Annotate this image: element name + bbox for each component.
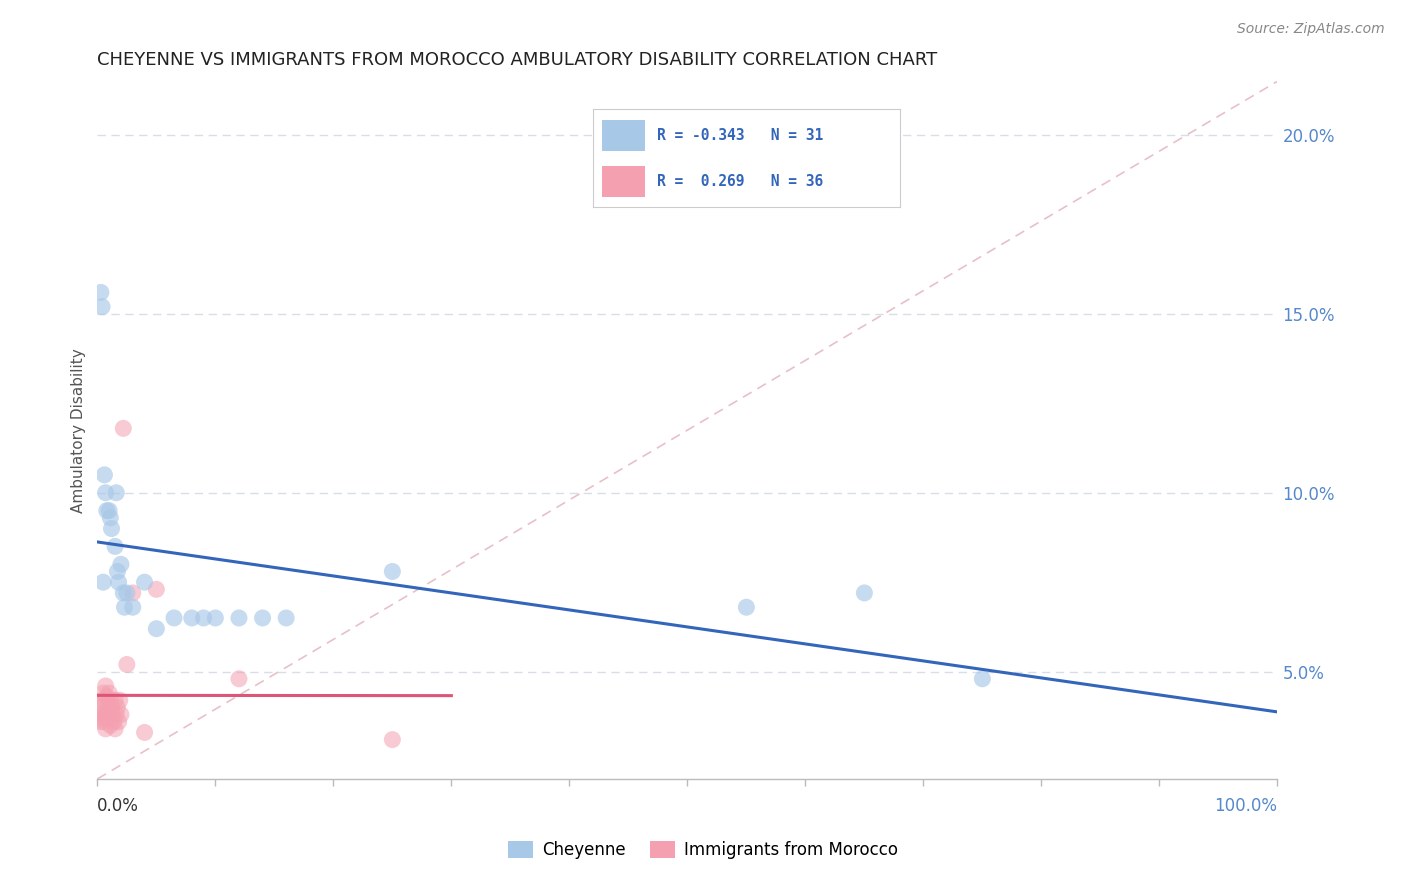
Point (98, 503, 121, 517)
Point (103, 714, 125, 729)
Point (100, 700, 122, 714)
Point (228, 611, 250, 625)
Point (193, 611, 215, 625)
Point (115, 657, 138, 672)
Point (204, 611, 226, 625)
Point (96, 690, 118, 704)
Point (91, 693, 114, 707)
Point (96, 707, 118, 722)
Point (94, 722, 117, 736)
Point (94, 485, 117, 500)
Point (97, 700, 120, 714)
Point (104, 540, 127, 554)
Text: Source: ZipAtlas.com: Source: ZipAtlas.com (1237, 22, 1385, 37)
Point (145, 622, 167, 636)
Point (96, 503, 118, 517)
Point (89, 700, 111, 714)
Point (91, 686, 114, 700)
Point (104, 693, 127, 707)
Point (105, 485, 128, 500)
Point (112, 421, 135, 435)
Point (180, 611, 202, 625)
Text: 0.0%: 0.0% (97, 797, 139, 814)
Point (228, 672, 250, 686)
Point (91, 575, 114, 590)
Point (121, 600, 143, 615)
Point (107, 575, 129, 590)
Legend: Cheyenne, Immigrants from Morocco: Cheyenne, Immigrants from Morocco (502, 834, 904, 866)
Point (972, 672, 994, 686)
Point (93, 693, 115, 707)
Point (98, 686, 121, 700)
Point (108, 693, 131, 707)
Point (115, 586, 138, 600)
Point (98, 707, 121, 722)
Point (93, 714, 115, 729)
Point (110, 707, 132, 722)
Point (98, 510, 121, 524)
Text: CHEYENNE VS IMMIGRANTS FROM MOROCCO AMBULATORY DISABILITY CORRELATION CHART: CHEYENNE VS IMMIGRANTS FROM MOROCCO AMBU… (97, 51, 938, 69)
Text: 100.0%: 100.0% (1215, 797, 1278, 814)
Point (114, 600, 136, 615)
Point (97, 711, 120, 725)
Point (105, 707, 128, 722)
Y-axis label: Ambulatory Disability: Ambulatory Disability (72, 348, 86, 513)
Point (735, 600, 758, 615)
Point (134, 725, 156, 739)
Point (90, 707, 112, 722)
Point (94, 679, 117, 693)
Point (134, 575, 156, 590)
Point (93, 467, 115, 482)
Point (107, 700, 129, 714)
Point (104, 722, 127, 736)
Point (107, 714, 129, 729)
Point (91, 707, 114, 722)
Point (91, 711, 114, 725)
Point (381, 565, 404, 579)
Point (101, 707, 124, 722)
Point (112, 586, 135, 600)
Point (110, 558, 132, 572)
Point (381, 732, 404, 747)
Point (98, 718, 121, 732)
Point (276, 611, 298, 625)
Point (145, 582, 167, 597)
Point (163, 611, 186, 625)
Point (853, 586, 876, 600)
Point (252, 611, 274, 625)
Point (100, 522, 122, 536)
Point (98, 693, 121, 707)
Point (121, 586, 143, 600)
Point (107, 565, 129, 579)
Point (90, 285, 112, 300)
Point (91, 300, 114, 314)
Point (90, 714, 112, 729)
